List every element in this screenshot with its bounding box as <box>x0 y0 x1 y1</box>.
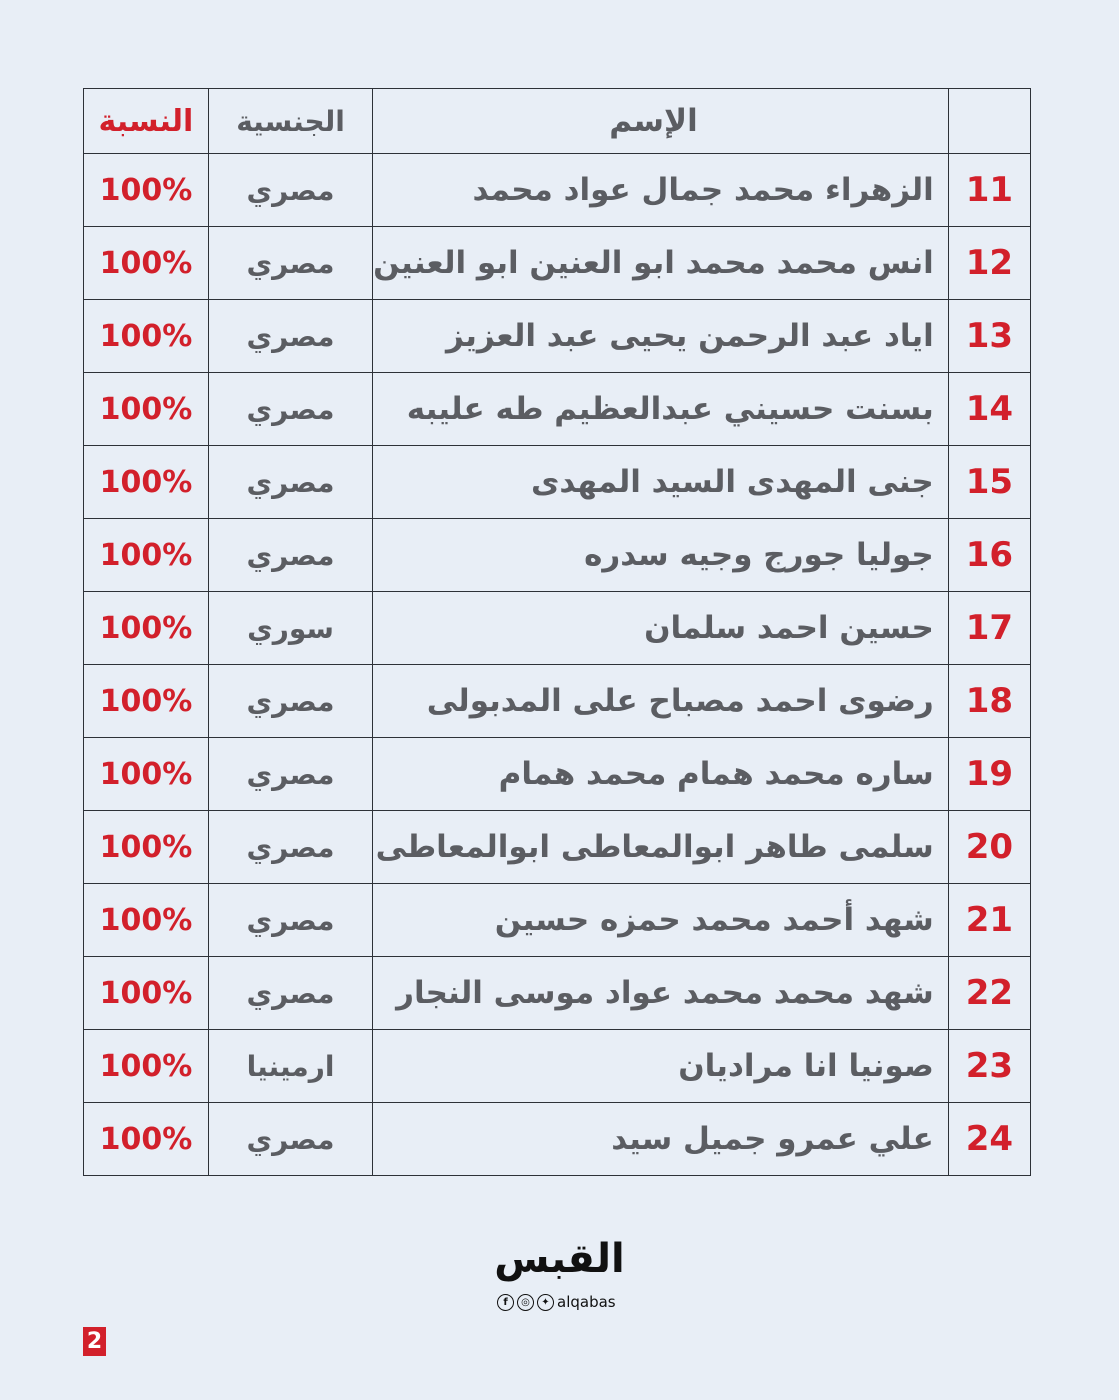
name-cell: انس محمد محمد ابو العنين ابو العنين <box>372 226 949 300</box>
percent-cell: 100% <box>83 299 209 373</box>
table-row: 100% مصري شهد أحمد محمد حمزه حسين 21 <box>83 883 1032 957</box>
nationality-cell: مصري <box>207 956 374 1030</box>
percent-cell: 100% <box>83 883 209 957</box>
nationality-cell: مصري <box>207 153 374 227</box>
name-cell: سلمى طاهر ابوالمعاطى ابوالمعاطى <box>372 810 949 884</box>
nationality-cell: مصري <box>207 737 374 811</box>
nationality-cell: مصري <box>207 299 374 373</box>
percent-cell: 100% <box>83 810 209 884</box>
nationality-cell: مصري <box>207 518 374 592</box>
name-cell: جنى المهدى السيد المهدى <box>372 445 949 519</box>
nationality-cell: ارمينيا <box>207 1029 374 1103</box>
nationality-cell: مصري <box>207 810 374 884</box>
table-row: 100% مصري بسنت حسيني عبدالعظيم طه عليبه 14 <box>83 372 1032 446</box>
facebook-icon[interactable]: f <box>497 1293 514 1311</box>
nationality-cell: مصري <box>207 883 374 957</box>
table-row: 100% مصري جنى المهدى السيد المهدى 15 <box>83 445 1032 519</box>
social-links: f ◎ ✦ alqabas <box>497 1293 616 1311</box>
results-table: النسبة الجنسية الإسم 100% مصري الزهراء محم… <box>83 88 1032 1176</box>
percent-cell: 100% <box>83 1102 209 1176</box>
percent-cell: 100% <box>83 518 209 592</box>
number-cell: 17 <box>947 591 1032 665</box>
percent-cell: 100% <box>83 737 209 811</box>
number-cell: 20 <box>947 810 1032 884</box>
name-cell: بسنت حسيني عبدالعظيم طه عليبه <box>372 372 949 446</box>
name-cell: ساره محمد همام محمد همام <box>372 737 949 811</box>
header-number <box>947 88 1032 154</box>
header-percent: النسبة <box>83 88 209 154</box>
table-row: 100% مصري رضوى احمد مصباح على المدبولى 18 <box>83 664 1032 738</box>
number-cell: 22 <box>947 956 1032 1030</box>
table-row: 100% مصري علي عمرو جميل سيد 24 <box>83 1102 1032 1176</box>
nationality-cell: مصري <box>207 445 374 519</box>
nationality-cell: مصري <box>207 372 374 446</box>
table-row: 100% سوري حسين احمد سلمان 17 <box>83 591 1032 665</box>
instagram-icon[interactable]: ◎ <box>517 1293 534 1311</box>
header-nationality: الجنسية <box>207 88 374 154</box>
table-row: 100% مصري جوليا جورج وجيه سدره 16 <box>83 518 1032 592</box>
header-name: الإسم <box>372 88 949 154</box>
table-row: 100% مصري اياد عبد الرحمن يحيى عبد العزيز 1… <box>83 299 1032 373</box>
name-cell: جوليا جورج وجيه سدره <box>372 518 949 592</box>
name-cell: شهد أحمد محمد حمزه حسين <box>372 883 949 957</box>
percent-cell: 100% <box>83 226 209 300</box>
name-cell: صونيا انا مراديان <box>372 1029 949 1103</box>
name-cell: اياد عبد الرحمن يحيى عبد العزيز <box>372 299 949 373</box>
nationality-cell: سوري <box>207 591 374 665</box>
alqabas-logo: القبس <box>494 1236 625 1282</box>
percent-cell: 100% <box>83 372 209 446</box>
table-row: 100% مصري شهد محمد محمد عواد موسى النجار 22 <box>83 956 1032 1030</box>
table-row: 100% مصري ساره محمد همام محمد همام 19 <box>83 737 1032 811</box>
number-cell: 14 <box>947 372 1032 446</box>
number-cell: 18 <box>947 664 1032 738</box>
percent-cell: 100% <box>83 591 209 665</box>
number-cell: 15 <box>947 445 1032 519</box>
number-cell: 23 <box>947 1029 1032 1103</box>
percent-cell: 100% <box>83 1029 209 1103</box>
number-cell: 24 <box>947 1102 1032 1176</box>
name-cell: شهد محمد محمد عواد موسى النجار <box>372 956 949 1030</box>
name-cell: علي عمرو جميل سيد <box>372 1102 949 1176</box>
name-cell: الزهراء محمد جمال عواد محمد <box>372 153 949 227</box>
table-header: النسبة الجنسية الإسم <box>83 88 1032 154</box>
percent-cell: 100% <box>83 153 209 227</box>
percent-cell: 100% <box>83 445 209 519</box>
page-number: 2 <box>83 1327 106 1356</box>
percent-cell: 100% <box>83 664 209 738</box>
table-row: 100% ارمينيا صونيا انا مراديان 23 <box>83 1029 1032 1103</box>
number-cell: 11 <box>947 153 1032 227</box>
name-cell: حسين احمد سلمان <box>372 591 949 665</box>
nationality-cell: مصري <box>207 226 374 300</box>
table-row: 100% مصري سلمى طاهر ابوالمعاطى ابوالمعاطى 2… <box>83 810 1032 884</box>
twitter-icon[interactable]: ✦ <box>537 1293 554 1311</box>
number-cell: 12 <box>947 226 1032 300</box>
social-handle: alqabas <box>557 1293 616 1311</box>
nationality-cell: مصري <box>207 1102 374 1176</box>
name-cell: رضوى احمد مصباح على المدبولى <box>372 664 949 738</box>
nationality-cell: مصري <box>207 664 374 738</box>
number-cell: 13 <box>947 299 1032 373</box>
percent-cell: 100% <box>83 956 209 1030</box>
number-cell: 21 <box>947 883 1032 957</box>
number-cell: 16 <box>947 518 1032 592</box>
number-cell: 19 <box>947 737 1032 811</box>
table-row: 100% مصري الزهراء محمد جمال عواد محمد 11 <box>83 153 1032 227</box>
table-row: 100% مصري انس محمد محمد ابو العنين ابو الع… <box>83 226 1032 300</box>
